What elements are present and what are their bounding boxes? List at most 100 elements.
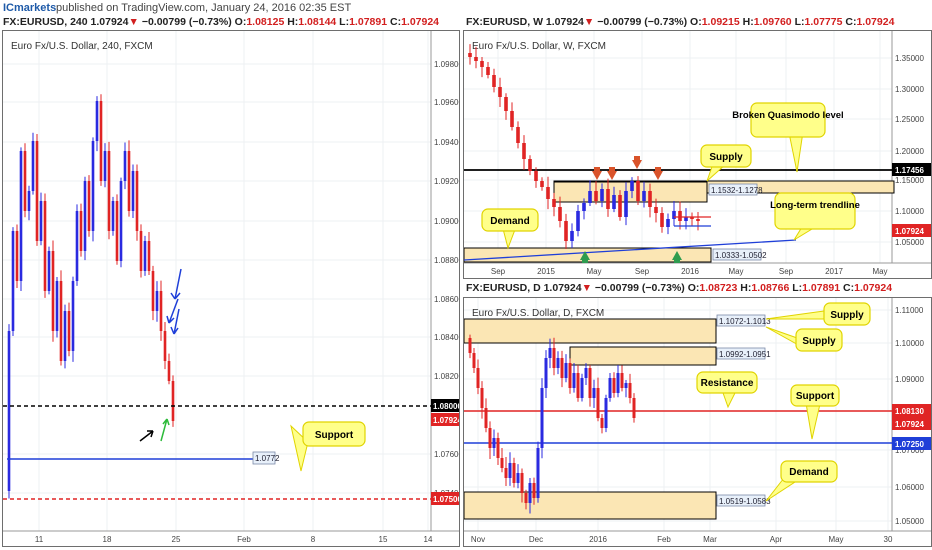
publish-info: published on TradingView.com, January 24… — [56, 2, 352, 14]
candle-body — [520, 473, 524, 493]
candle-body — [540, 181, 544, 187]
time-label: Mar — [703, 535, 717, 544]
price-label: 1.15000 — [895, 176, 924, 185]
time-label: 25 — [172, 535, 181, 544]
candle-body — [588, 191, 592, 203]
long-term-trendline — [464, 239, 797, 261]
candle-body — [55, 281, 59, 331]
candle-body — [548, 348, 552, 358]
candle-body — [171, 381, 175, 421]
candle-body — [576, 373, 580, 398]
callout-support: Support — [290, 421, 366, 472]
time-label: 8 — [311, 535, 316, 544]
time-label: Feb — [657, 535, 671, 544]
candle-body — [127, 151, 131, 211]
price-label: 1.30000 — [895, 85, 924, 94]
price-tag-red: 1.07924 — [433, 416, 459, 425]
price-scale[interactable]: 1.11000 1.10000 1.09000 1.07000 1.06000 1.050… — [895, 306, 924, 526]
time-scale[interactable]: Sep 2015 May Sep 2016 May Sep 2017 May — [491, 267, 888, 276]
candle-body — [99, 101, 103, 181]
zone1-label: 1.1072-1.1013 — [719, 317, 771, 326]
candle-body — [534, 171, 538, 181]
candle-body — [560, 358, 564, 378]
candle-body — [544, 358, 548, 388]
candle-body — [123, 151, 127, 181]
candle-body — [87, 181, 91, 231]
chart-weekly-svg[interactable]: Euro Fx/U.S. Dollar, W, FXCM 1.1532-1.12… — [464, 31, 931, 278]
candles — [468, 44, 700, 249]
candle-body — [59, 281, 63, 361]
candle-body — [642, 191, 646, 201]
svg-text:Demand: Demand — [789, 467, 828, 478]
callout-demand: Demand — [765, 460, 838, 502]
time-scale[interactable]: Nov Dec 2016 Feb Mar Apr May 30 — [471, 535, 893, 544]
price-label: 1.08600 — [434, 295, 459, 304]
svg-text:Resistance: Resistance — [701, 378, 754, 389]
candle-body — [119, 181, 123, 261]
candle-body — [672, 211, 676, 219]
chart-title: Euro Fx/U.S. Dollar, W, FXCM — [472, 41, 606, 52]
green-arrow — [160, 418, 170, 442]
chart-240-svg[interactable]: Euro Fx/U.S. Dollar, 240, FXCM 1.0772 Su… — [3, 31, 459, 546]
candle-body — [79, 211, 83, 251]
price-scale[interactable]: 1.09800 1.09600 1.09400 1.09200 1.09000 1.088… — [434, 60, 459, 498]
candle-body — [474, 57, 478, 61]
candle-body — [648, 191, 652, 207]
candle-body — [71, 281, 75, 351]
price-tag-black: 1.17456 — [895, 166, 924, 175]
time-label: 15 — [379, 535, 388, 544]
candle-body — [492, 75, 496, 87]
price-scale[interactable]: 1.35000 1.30000 1.25000 1.20000 1.15000 1.100… — [895, 54, 924, 247]
price-label: 1.20000 — [895, 147, 924, 156]
candle-body — [95, 101, 99, 141]
candle-body — [516, 127, 520, 143]
callout-broken-quasimodo: Broken Quasimodo level — [732, 102, 844, 173]
time-scale[interactable]: 11 18 25 Feb 8 15 14 — [35, 535, 433, 544]
icmarkets-logo[interactable]: ICmarkets — [3, 2, 57, 14]
candle-body — [27, 191, 31, 211]
time-label: Sep — [635, 267, 650, 276]
candle-body — [480, 388, 484, 408]
candle-body — [684, 217, 688, 221]
callout-resistance: Resistance — [696, 371, 758, 409]
candle-body — [504, 468, 508, 478]
candle-body — [476, 368, 480, 388]
time-label: 2016 — [589, 535, 607, 544]
candle-body — [632, 398, 636, 418]
chart-panel-daily[interactable]: Euro Fx/U.S. Dollar, D, FXCM 1.1072-1.10… — [463, 297, 932, 547]
candle-body — [155, 291, 159, 311]
candle-body — [612, 195, 616, 209]
candle-body — [43, 201, 47, 291]
candle-body — [75, 211, 79, 281]
svg-text:Support: Support — [315, 430, 354, 441]
zone2-label: 1.0992-1.0951 — [719, 350, 771, 359]
callout-supply: Supply — [700, 144, 752, 182]
price-tag-red-2: 1.07500 — [433, 495, 459, 504]
candle-body — [510, 111, 514, 127]
candle-body — [546, 187, 550, 199]
chart-panel-240[interactable]: Euro Fx/U.S. Dollar, 240, FXCM 1.0772 Su… — [2, 30, 460, 547]
candle-body — [564, 221, 568, 241]
svg-text:Supply: Supply — [830, 310, 864, 321]
candle-body — [19, 151, 23, 281]
candles — [468, 334, 636, 514]
candle-body — [558, 207, 562, 221]
time-label: 14 — [424, 535, 433, 544]
candle-body — [159, 291, 163, 331]
chart-daily-svg[interactable]: Euro Fx/U.S. Dollar, D, FXCM 1.1072-1.10… — [464, 298, 931, 546]
candle-body — [151, 271, 155, 311]
candle-body — [31, 141, 35, 191]
candle-body — [620, 373, 624, 388]
price-tag-red-2: 1.07924 — [895, 420, 924, 429]
price-label: 1.06000 — [895, 483, 924, 492]
candle-body — [107, 151, 111, 231]
green-arrows — [580, 251, 682, 263]
price-label: 1.09400 — [434, 138, 459, 147]
candle-body — [7, 331, 11, 491]
candle-body — [163, 331, 167, 361]
candle-body — [63, 311, 67, 361]
price-label: 1.09600 — [434, 98, 459, 107]
chart-panel-weekly[interactable]: Euro Fx/U.S. Dollar, W, FXCM 1.1532-1.12… — [463, 30, 932, 279]
svg-text:Broken Quasimodo level: Broken Quasimodo level — [732, 110, 843, 121]
candle-body — [628, 383, 632, 398]
